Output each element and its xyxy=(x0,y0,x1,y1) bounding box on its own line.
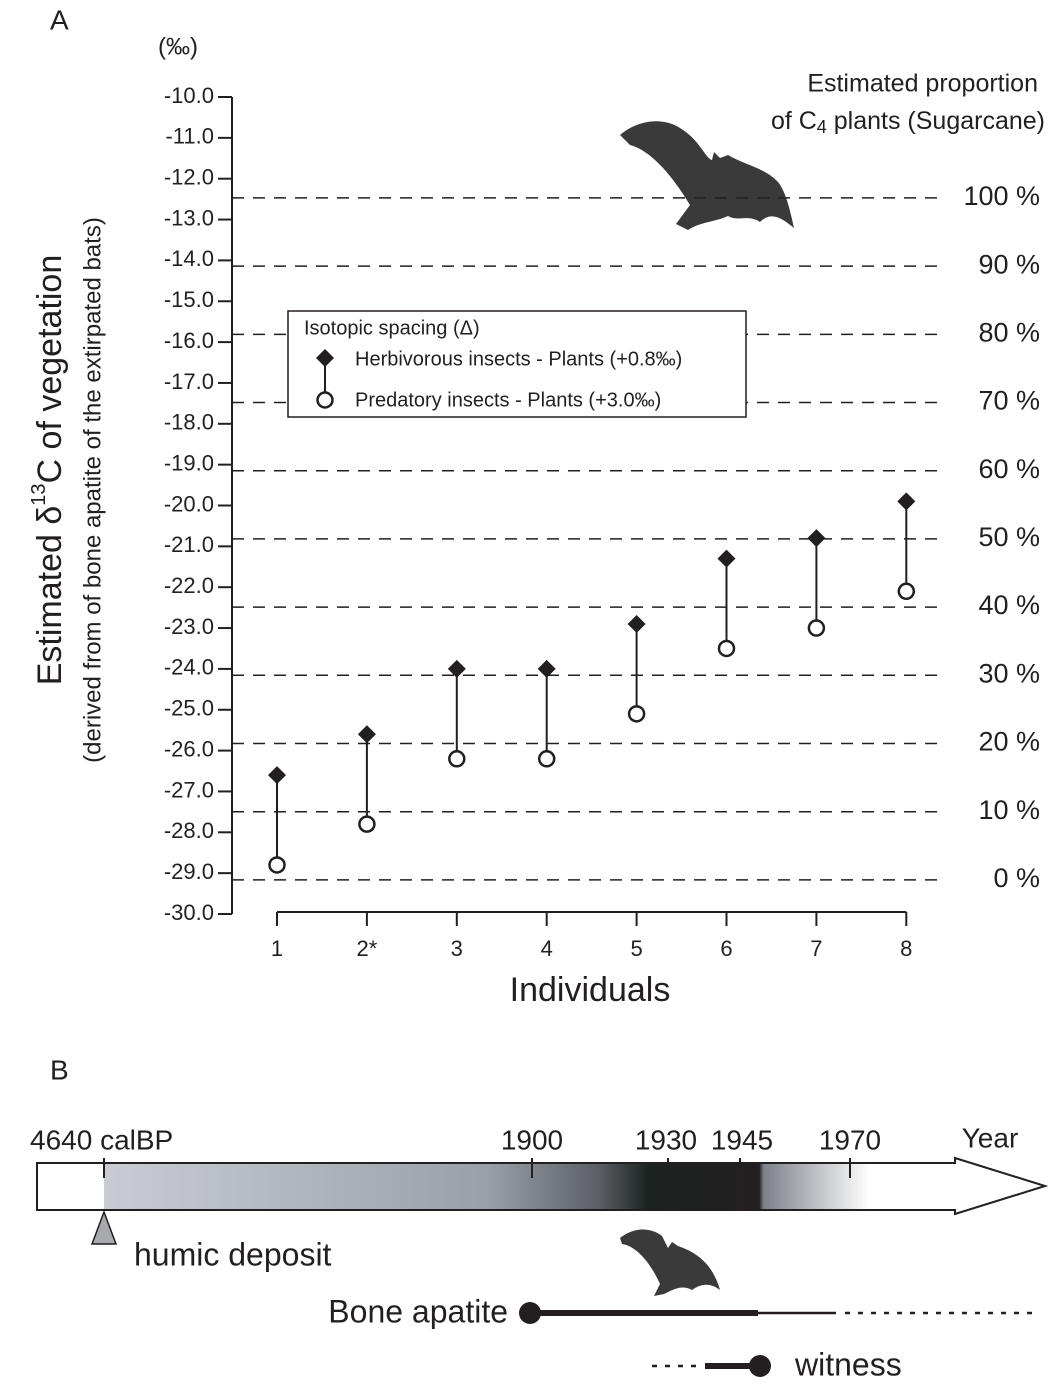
y2-title-part: of C xyxy=(771,107,817,135)
y2-title: of C4 plants (Sugarcane) xyxy=(771,107,1045,137)
x-tick-label: 2* xyxy=(357,936,378,961)
y-title-sup: 13 xyxy=(28,483,50,505)
herbivore-marker xyxy=(358,725,376,743)
y-tick-label: -10.0 xyxy=(164,83,214,108)
humic-marker xyxy=(92,1212,116,1244)
y2-tick-label: 60 % xyxy=(978,454,1040,484)
predator-marker xyxy=(270,857,285,872)
y2-tick-label: 50 % xyxy=(978,522,1040,552)
predator-marker xyxy=(899,584,914,599)
x-title: Individuals xyxy=(510,971,671,1009)
y2-tick-label: 80 % xyxy=(978,317,1040,347)
y-tick-label: -27.0 xyxy=(164,777,214,802)
herbivore-marker xyxy=(628,615,646,633)
y-title-part: C of vegetation xyxy=(31,255,69,484)
bat-icon xyxy=(620,1230,720,1297)
x-tick-label: 6 xyxy=(720,936,732,961)
herbivore-marker xyxy=(718,550,736,568)
y2-tick-label: 10 % xyxy=(978,795,1040,825)
y-tick-label: -20.0 xyxy=(164,491,214,516)
y-tick-label: -29.0 xyxy=(164,859,214,884)
unit-label: (‰) xyxy=(158,33,198,60)
y-tick-label: -19.0 xyxy=(164,450,214,475)
predator-marker xyxy=(809,621,824,636)
y-tick-label: -13.0 xyxy=(164,205,214,230)
x-tick-label: 3 xyxy=(451,936,463,961)
humic-label: humic deposit xyxy=(134,1236,332,1272)
y2-tick-label: 30 % xyxy=(978,658,1040,688)
legend-circle xyxy=(318,393,333,408)
predator-marker xyxy=(629,706,644,721)
x-tick-label: 1 xyxy=(271,936,283,961)
legend-label: Herbivorous insects - Plants (+0.8‰) xyxy=(355,348,682,370)
axis-label: Year xyxy=(962,1122,1019,1153)
predator-marker xyxy=(359,817,374,832)
y-tick-label: -14.0 xyxy=(164,246,214,271)
legend-title: Isotopic spacing (Δ) xyxy=(304,317,480,339)
predator-marker xyxy=(719,641,734,656)
y-tick-label: -12.0 xyxy=(164,165,214,190)
y-tick-label: -25.0 xyxy=(164,696,214,721)
y-title-part: Estimated δ xyxy=(31,506,69,686)
year-label: 1945 xyxy=(711,1124,773,1155)
y-tick-label: -18.0 xyxy=(164,410,214,435)
x-tick-label: 4 xyxy=(541,936,553,961)
y2-tick-label: 70 % xyxy=(978,386,1040,416)
y2-tick-label: 40 % xyxy=(978,590,1040,620)
y-tick-label: -15.0 xyxy=(164,287,214,312)
y-tick-label: -21.0 xyxy=(164,532,214,557)
bone-label: Bone apatite xyxy=(328,1293,508,1329)
herbivore-marker xyxy=(897,492,915,510)
year-label: 1930 xyxy=(635,1124,697,1155)
y-tick-label: -22.0 xyxy=(164,573,214,598)
witness-label: witness xyxy=(794,1346,902,1382)
figure: A (‰) Estimated δ13C of vegetation (deri… xyxy=(0,0,1063,1385)
panel-label: A xyxy=(50,4,69,35)
y2-tick-label: 0 % xyxy=(993,863,1040,893)
y2-title-sub: 4 xyxy=(817,117,827,137)
y-tick-label: -28.0 xyxy=(164,818,214,843)
y-tick-label: -24.0 xyxy=(164,655,214,680)
y-tick-label: -23.0 xyxy=(164,614,214,639)
x-tick-label: 8 xyxy=(900,936,912,961)
year-label: 1970 xyxy=(819,1124,881,1155)
y-tick-label: -17.0 xyxy=(164,369,214,394)
witness-dot xyxy=(749,1355,771,1377)
y-subtitle: (derived from of bone apatite of the ext… xyxy=(79,217,106,763)
legend-label: Predatory insects - Plants (+3.0‰) xyxy=(355,389,661,411)
y2-tick-label: 100 % xyxy=(963,181,1040,211)
year-label: 1900 xyxy=(501,1124,563,1155)
y-tick-label: -16.0 xyxy=(164,328,214,353)
bat-icon xyxy=(620,121,794,230)
y-tick-label: -30.0 xyxy=(164,900,214,925)
plot-area: -10.0 -11.0 -12.0 -13.0 -14.0 -15.0 -16.0 -17.0… xyxy=(164,83,1040,961)
y2-title-part: plants (Sugarcane) xyxy=(827,107,1045,135)
y-title: Estimated δ13C of vegetation xyxy=(28,255,69,686)
predator-marker xyxy=(539,751,554,766)
y-tick-label: -11.0 xyxy=(165,124,214,149)
y2-title: Estimated proportion xyxy=(807,70,1038,98)
timeline-shading xyxy=(104,1164,955,1209)
y2-tick-label: 90 % xyxy=(978,249,1040,279)
y-tick-label: -26.0 xyxy=(164,736,214,761)
herbivore-marker xyxy=(807,529,825,547)
start-label: 4640 calBP xyxy=(30,1124,173,1155)
y2-tick-label: 20 % xyxy=(978,727,1040,757)
panel-label: B xyxy=(50,1054,69,1085)
herbivore-marker xyxy=(268,766,286,784)
x-tick-label: 5 xyxy=(630,936,642,961)
predator-marker xyxy=(449,751,464,766)
x-tick-label: 7 xyxy=(810,936,822,961)
